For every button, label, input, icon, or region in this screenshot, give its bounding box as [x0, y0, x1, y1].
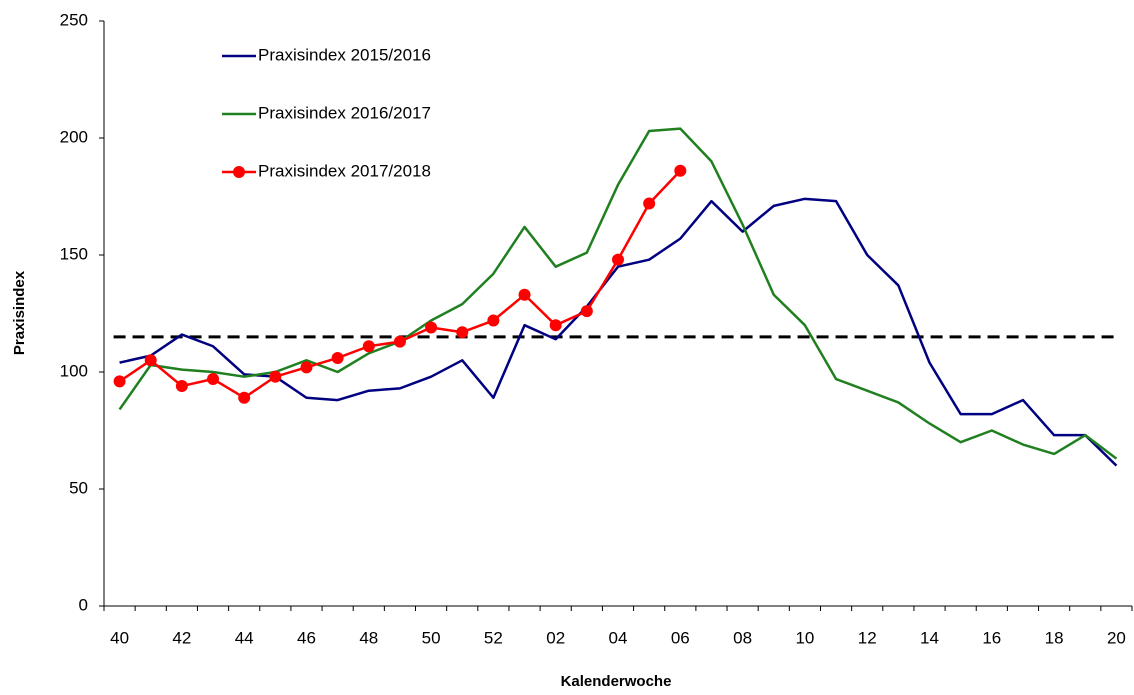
y-tick-label: 250 [60, 10, 88, 29]
x-tick-label: 40 [110, 628, 129, 647]
x-tick-label: 02 [546, 628, 565, 647]
x-tick-label: 12 [858, 628, 877, 647]
legend-label: Praxisindex 2016/2017 [258, 103, 431, 122]
x-tick-label: 50 [422, 628, 441, 647]
x-tick-label: 52 [484, 628, 503, 647]
legend-marker [233, 166, 245, 178]
series-marker [144, 354, 157, 367]
x-tick-label: 04 [609, 628, 628, 647]
series-marker [175, 380, 188, 393]
x-tick-label: 48 [359, 628, 378, 647]
series-marker [300, 361, 313, 374]
y-tick-label: 0 [79, 595, 88, 614]
y-tick-label: 50 [69, 478, 88, 497]
legend-label: Praxisindex 2017/2018 [258, 161, 431, 180]
x-tick-label: 20 [1107, 628, 1126, 647]
x-tick-label: 42 [172, 628, 191, 647]
series-marker [362, 340, 375, 353]
series-line [118, 127, 1118, 460]
series-marker [549, 319, 562, 332]
x-tick-label: 44 [235, 628, 254, 647]
series-marker [456, 326, 469, 339]
series-line [119, 197, 1118, 467]
series-marker [207, 373, 220, 386]
series-marker [612, 253, 624, 266]
series-marker [518, 288, 531, 301]
series-marker [238, 391, 251, 404]
x-tick-label: 08 [733, 628, 752, 647]
x-axis-title: Kalenderwoche [561, 673, 672, 690]
x-tick-label: 18 [1045, 628, 1064, 647]
x-tick-label: 46 [297, 628, 316, 647]
series-marker [393, 335, 406, 348]
x-tick-label: 10 [795, 628, 814, 647]
series-marker [487, 314, 500, 327]
legend-label: Praxisindex 2015/2016 [258, 45, 431, 64]
series-marker [674, 164, 687, 177]
series-marker [580, 305, 593, 318]
series-marker [331, 351, 344, 364]
x-tick-label: 14 [920, 628, 939, 647]
series-marker [643, 197, 656, 210]
y-tick-label: 100 [60, 361, 88, 380]
series-marker [425, 321, 438, 334]
x-tick-label: 16 [982, 628, 1001, 647]
y-tick-label: 150 [60, 244, 88, 263]
x-tick-label: 06 [671, 628, 690, 647]
y-axis-title: Praxisindex [11, 270, 28, 355]
y-tick-label: 200 [60, 127, 88, 146]
series-marker [113, 375, 126, 388]
series-line [118, 169, 682, 399]
series-marker [269, 370, 282, 383]
